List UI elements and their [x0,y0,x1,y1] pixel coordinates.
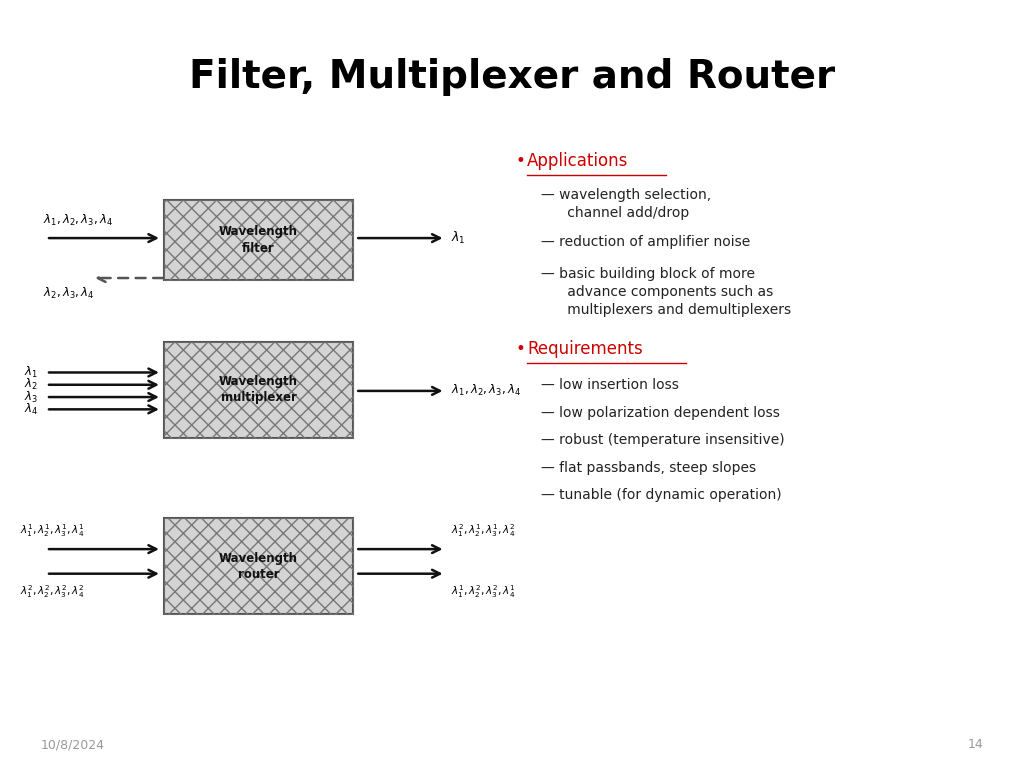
Bar [164,342,353,438]
Text: $\lambda_2, \lambda_3, \lambda_4$: $\lambda_2, \lambda_3, \lambda_4$ [43,286,94,301]
Text: $\lambda_2$: $\lambda_2$ [24,377,38,392]
Text: $\lambda_1, \lambda_2, \lambda_3, \lambda_4$: $\lambda_1, \lambda_2, \lambda_3, \lambd… [451,383,520,399]
Text: Applications: Applications [527,152,629,170]
Bar [164,200,353,280]
Text: $\lambda_3$: $\lambda_3$ [24,389,38,405]
Bar [164,200,353,280]
Text: $\lambda_1$: $\lambda_1$ [24,365,38,380]
Text: $\lambda_1^1, \lambda_2^2, \lambda_3^2, \lambda_4^1$: $\lambda_1^1, \lambda_2^2, \lambda_3^2, … [451,583,515,600]
Text: — robust (temperature insensitive): — robust (temperature insensitive) [541,433,784,447]
Text: — low insertion loss: — low insertion loss [541,378,679,392]
Text: — basic building block of more
      advance components such as
      multiplexe: — basic building block of more advance c… [541,267,791,317]
Text: $\lambda_1^1, \lambda_2^1, \lambda_3^1, \lambda_4^1$: $\lambda_1^1, \lambda_2^1, \lambda_3^1, … [20,522,85,539]
Text: 14: 14 [968,739,983,751]
Text: 10/8/2024: 10/8/2024 [41,739,105,751]
Bar [164,342,353,438]
Text: Wavelength
router: Wavelength router [219,552,298,581]
Text: •: • [515,152,525,170]
Text: $\lambda_1^2, \lambda_2^2, \lambda_3^2, \lambda_4^2$: $\lambda_1^2, \lambda_2^2, \lambda_3^2, … [20,583,85,600]
Text: — tunable (for dynamic operation): — tunable (for dynamic operation) [541,488,781,502]
Text: — reduction of amplifier noise: — reduction of amplifier noise [541,235,750,249]
Text: — low polarization dependent loss: — low polarization dependent loss [541,406,779,419]
Text: $\lambda_1$: $\lambda_1$ [451,230,465,246]
Bar [164,518,353,614]
Text: Wavelength
filter: Wavelength filter [219,226,298,254]
Text: $\lambda_1^2, \lambda_2^1, \lambda_3^1, \lambda_4^2$: $\lambda_1^2, \lambda_2^1, \lambda_3^1, … [451,522,515,539]
Text: $\lambda_1, \lambda_2, \lambda_3, \lambda_4$: $\lambda_1, \lambda_2, \lambda_3, \lambd… [43,213,113,228]
Text: — wavelength selection,
      channel add/drop: — wavelength selection, channel add/drop [541,188,711,220]
Text: Requirements: Requirements [527,340,643,359]
Text: $\lambda_4$: $\lambda_4$ [24,402,38,417]
Bar [164,518,353,614]
Text: — flat passbands, steep slopes: — flat passbands, steep slopes [541,461,756,475]
Text: •: • [515,340,525,359]
Text: Filter, Multiplexer and Router: Filter, Multiplexer and Router [189,58,835,96]
Text: Wavelength
multiplexer: Wavelength multiplexer [219,376,298,404]
